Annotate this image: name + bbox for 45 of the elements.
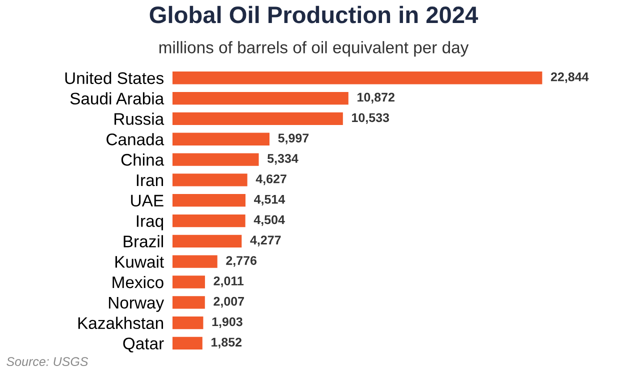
y-tick-label: UAE: [131, 194, 164, 207]
y-tick-label: Kuwait: [115, 256, 164, 268]
data-label: 22,844: [550, 72, 589, 84]
bar: [172, 72, 542, 84]
y-tick-label: Mexico: [112, 276, 164, 288]
y-tick-label: China: [121, 153, 164, 166]
y-tick-label: Qatar: [123, 338, 164, 352]
chart-subtitle: millions of barrels of oil equivalent per day: [159, 41, 469, 57]
y-tick-label: Iraq: [136, 215, 164, 230]
data-label: 1,852: [212, 338, 242, 348]
y-tick-label: Saudi Arabia: [70, 92, 164, 104]
source-note: Source: USGS: [6, 357, 88, 366]
data-label: 10,872: [358, 92, 394, 104]
y-tick-label: Russia: [114, 112, 164, 125]
data-label: 2,011: [214, 276, 244, 288]
chart-title: Global Oil Production in 2024: [150, 6, 478, 24]
bar: [172, 132, 270, 146]
bar: [172, 255, 218, 268]
y-tick-label: Canada: [106, 133, 164, 146]
bar: [172, 336, 202, 350]
bar: [172, 112, 343, 126]
data-label: 4,277: [250, 236, 281, 246]
y-tick-label: Brazil: [124, 235, 163, 248]
data-label: 4,504: [254, 215, 285, 226]
bar: [172, 174, 248, 186]
bar: [172, 194, 246, 207]
bar: [172, 316, 204, 330]
y-tick-label: United States: [65, 72, 164, 84]
data-label: 2,776: [226, 256, 257, 267]
bar: [172, 214, 246, 228]
data-label: 10,533: [352, 113, 390, 124]
bar: [172, 92, 348, 105]
bar: [172, 296, 205, 309]
data-label: 5,997: [278, 134, 309, 144]
data-label: 2,007: [214, 296, 244, 308]
y-tick-label: Kazakhstan: [78, 316, 164, 330]
data-label: 4,514: [254, 194, 286, 206]
bar: [172, 234, 242, 248]
data-label: 5,334: [267, 154, 298, 165]
bar: [172, 276, 205, 288]
y-tick-label: Norway: [108, 296, 164, 312]
data-label: 1,903: [212, 317, 242, 328]
y-tick-label: Iran: [136, 174, 164, 186]
bar: [172, 153, 259, 166]
data-label: 4,627: [256, 174, 286, 186]
